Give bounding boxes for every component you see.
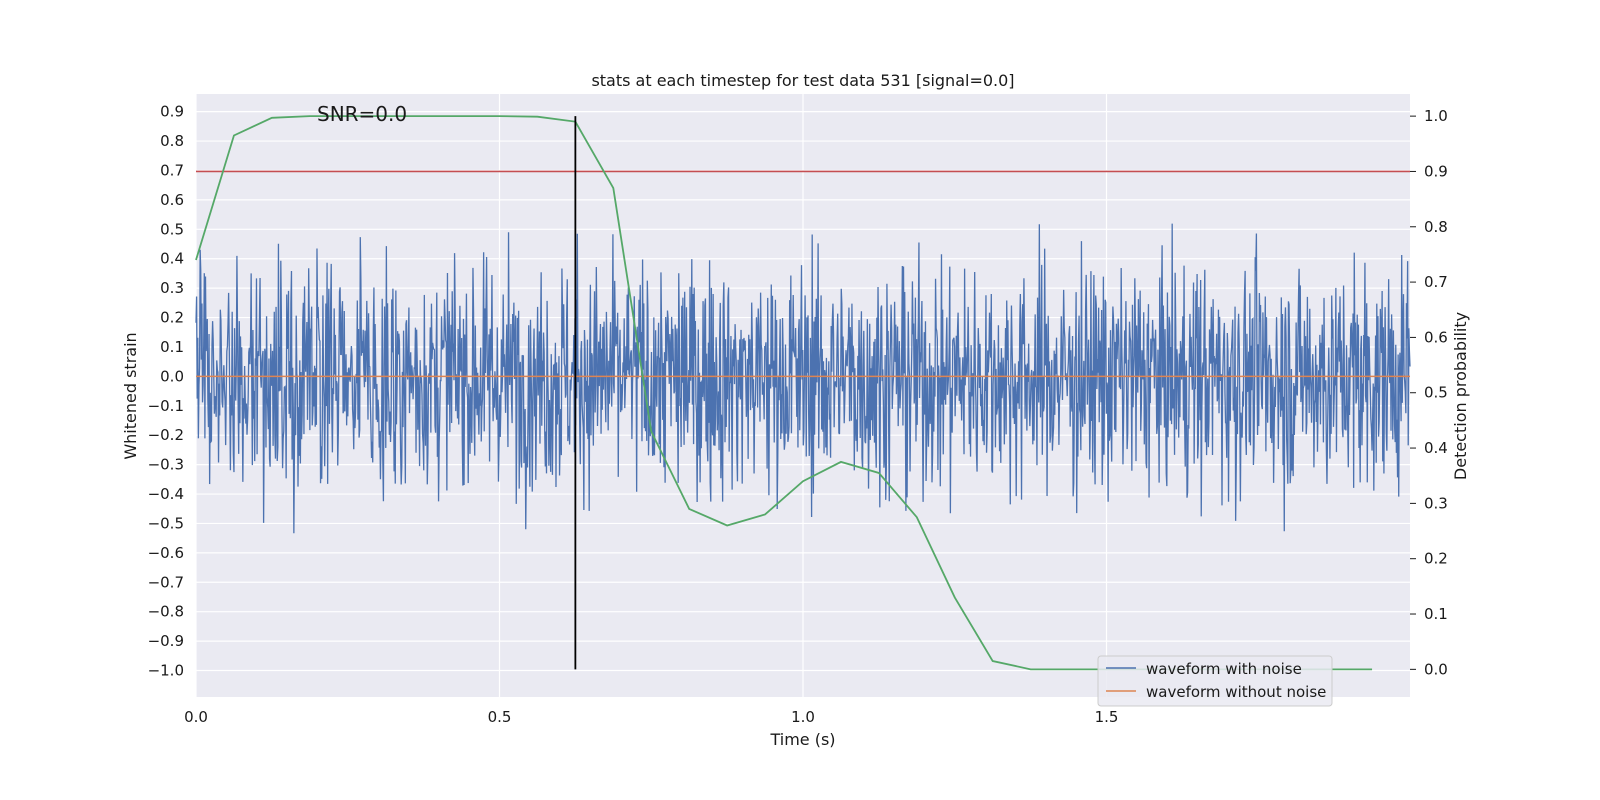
y-tick-labels: 0.9 0.8 0.7 0.6 0.5 0.4 0.3 0.2 0.1 0.0 −0.1 −0.2 −0… bbox=[148, 103, 184, 680]
y2-axis-label: Detection probability bbox=[1451, 312, 1470, 480]
y-tick-label: 0.9 bbox=[160, 103, 184, 121]
y-tick-label: −0.4 bbox=[148, 485, 184, 503]
y-tick-label: −0.1 bbox=[148, 397, 184, 415]
y-tick-label: −0.3 bbox=[148, 456, 184, 474]
x-tick-labels: 0.0 0.5 1.0 1.5 bbox=[184, 708, 1118, 726]
y-tick-label: 0.6 bbox=[160, 191, 184, 209]
legend-label-clean: waveform without noise bbox=[1146, 683, 1326, 701]
y-tick-label: −0.5 bbox=[148, 514, 184, 532]
legend-box bbox=[1097, 655, 1333, 707]
y-tick-label: 0.0 bbox=[160, 367, 184, 385]
y-tick-label: 0.8 bbox=[160, 132, 184, 150]
y-tick-label: 0.7 bbox=[160, 161, 184, 179]
legend: waveform with noise waveform without noi… bbox=[1097, 655, 1333, 707]
y2-tick-label: 0.4 bbox=[1424, 439, 1448, 457]
y2-tick-label: 0.3 bbox=[1424, 494, 1448, 512]
y-tick-label: −0.6 bbox=[148, 544, 184, 562]
y-tick-label: 0.2 bbox=[160, 309, 184, 327]
y-axis-label: Whitened strain bbox=[121, 332, 140, 459]
y2-tick-label: 0.1 bbox=[1424, 605, 1448, 623]
y2-tick-label: 0.6 bbox=[1424, 328, 1448, 346]
x-tick-label: 0.5 bbox=[488, 708, 512, 726]
series-line-noise bbox=[195, 223, 1411, 534]
legend-label-noise: waveform with noise bbox=[1146, 660, 1302, 678]
y2-tick-label: 0.9 bbox=[1424, 162, 1448, 180]
x-tick-label: 0.0 bbox=[184, 708, 208, 726]
y-tick-label: −1.0 bbox=[148, 662, 184, 680]
y2-tick-label: 0.7 bbox=[1424, 273, 1448, 291]
x-tick-label: 1.0 bbox=[791, 708, 815, 726]
y2-tick-label: 0.0 bbox=[1424, 660, 1448, 678]
x-tick-label: 1.5 bbox=[1095, 708, 1119, 726]
snr-annotation: SNR=0.0 bbox=[317, 102, 407, 126]
y-tick-label: −0.9 bbox=[148, 632, 184, 650]
y-tick-label: 0.1 bbox=[160, 338, 184, 356]
y-tick-label: 0.4 bbox=[160, 250, 184, 268]
y2-tick-labels: 1.0 0.9 0.8 0.7 0.6 0.5 0.4 0.3 0.2 0.1 0.0 bbox=[1410, 107, 1448, 678]
y-tick-label: 0.3 bbox=[160, 279, 184, 297]
chart-title: stats at each timestep for test data 531… bbox=[591, 71, 1014, 90]
y-tick-label: 0.5 bbox=[160, 220, 184, 238]
y2-tick-label: 0.8 bbox=[1424, 218, 1448, 236]
x-axis-label: Time (s) bbox=[769, 730, 835, 749]
y-tick-label: −0.7 bbox=[148, 573, 184, 591]
y-tick-label: −0.2 bbox=[148, 426, 184, 444]
y-tick-label: −0.8 bbox=[148, 603, 184, 621]
y2-tick-label: 1.0 bbox=[1424, 107, 1448, 125]
y2-tick-label: 0.2 bbox=[1424, 550, 1448, 568]
y2-tick-label: 0.5 bbox=[1424, 384, 1448, 402]
